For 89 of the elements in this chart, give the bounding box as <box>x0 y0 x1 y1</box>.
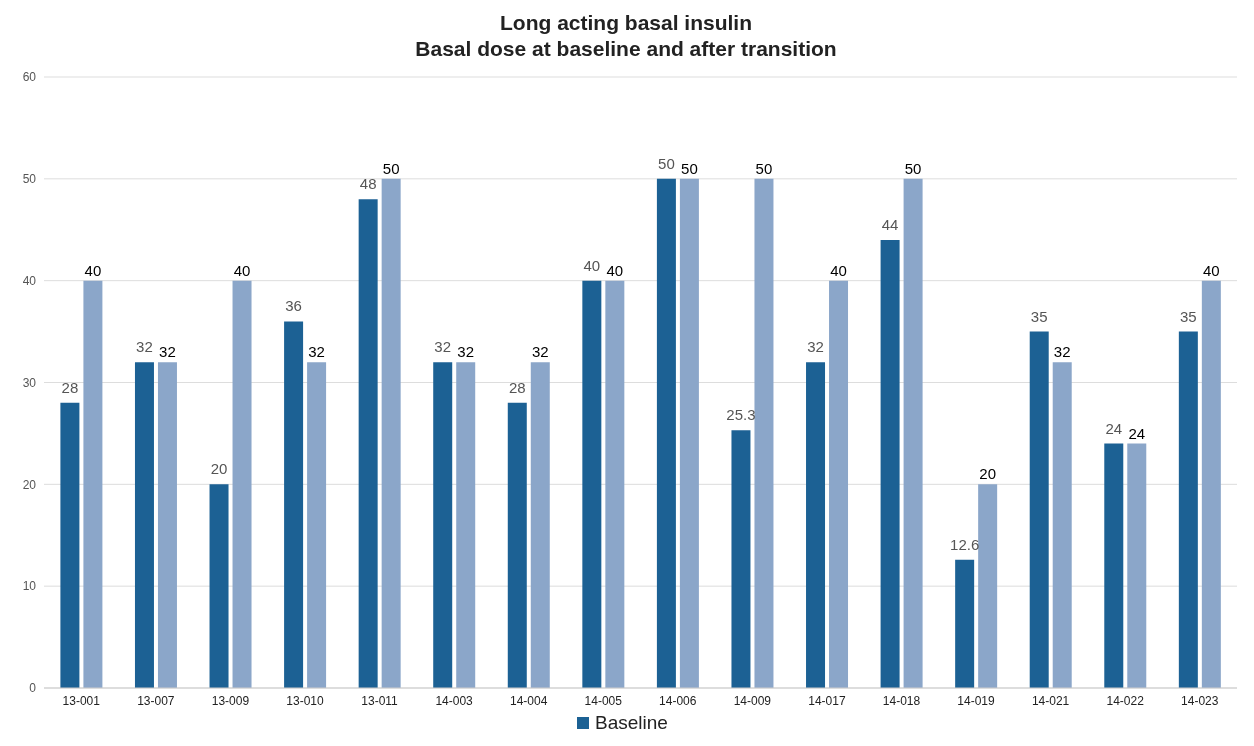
y-tick-label: 10 <box>22 579 37 594</box>
bar <box>978 484 998 688</box>
bar <box>1052 362 1072 688</box>
data-label: 50 <box>904 159 922 177</box>
x-tick-label: 14-006 <box>659 693 697 708</box>
bar <box>731 430 751 688</box>
x-tick-label: 13-001 <box>62 693 101 708</box>
x-tick-label: 14-023 <box>1181 693 1219 708</box>
data-label: 40 <box>1203 261 1220 279</box>
data-label: 25.3 <box>726 406 756 424</box>
bar <box>60 402 80 688</box>
chart-subtitle: Basal dose at baseline and after transition <box>414 36 838 62</box>
bar <box>433 362 453 688</box>
bar <box>1029 331 1049 688</box>
x-tick-label: 14-003 <box>435 693 474 708</box>
data-label: 50 <box>658 154 675 172</box>
bar <box>209 484 229 688</box>
bar <box>955 559 975 688</box>
y-tick-label: 50 <box>22 172 37 187</box>
chart-title: Long acting basal insulin <box>499 10 753 36</box>
bar <box>806 362 826 688</box>
y-tick-label: 60 <box>22 70 37 85</box>
x-tick-label: 14-004 <box>509 693 548 708</box>
bar <box>507 402 527 688</box>
bar <box>1201 280 1221 688</box>
data-label: 40 <box>606 261 624 279</box>
data-label: 50 <box>681 159 698 177</box>
bar <box>880 239 900 688</box>
data-label: 44 <box>881 215 899 233</box>
data-label: 40 <box>830 261 847 279</box>
bar <box>1104 443 1124 688</box>
data-label: 32 <box>807 338 824 356</box>
data-label: 40 <box>233 261 251 279</box>
bar <box>83 280 103 688</box>
data-label: 24 <box>1105 419 1123 437</box>
x-tick-label: 14-022 <box>1106 693 1145 708</box>
x-tick-label: 13-009 <box>211 693 250 708</box>
legend-label: Baseline <box>594 712 668 734</box>
data-label: 32 <box>136 338 153 356</box>
y-tick-label: 0 <box>29 681 37 696</box>
data-label: 32 <box>1053 343 1071 361</box>
data-label: 35 <box>1030 307 1048 325</box>
bar <box>456 362 476 688</box>
data-label: 24 <box>1128 424 1146 442</box>
data-label: 20 <box>979 465 996 483</box>
data-label: 50 <box>382 159 400 177</box>
y-tick-label: 20 <box>22 477 37 492</box>
bar <box>605 280 625 688</box>
data-label: 36 <box>285 297 302 315</box>
bar <box>679 178 699 688</box>
x-tick-label: 14-019 <box>957 693 996 708</box>
data-label: 28 <box>61 378 79 396</box>
data-label: 40 <box>583 256 601 274</box>
data-label: 40 <box>84 261 102 279</box>
data-label: 32 <box>457 343 475 361</box>
bar <box>1178 331 1198 688</box>
bar <box>582 280 602 688</box>
y-tick-label: 30 <box>22 375 37 390</box>
data-label: 20 <box>210 460 228 478</box>
bar <box>1127 443 1147 688</box>
x-tick-label: 13-011 <box>361 693 399 708</box>
bar <box>754 178 774 688</box>
y-tick-label: 40 <box>22 273 37 288</box>
bar <box>656 178 676 688</box>
data-label: 32 <box>308 343 325 361</box>
data-label: 32 <box>159 343 176 361</box>
bar <box>232 280 252 688</box>
x-tick-label: 14-018 <box>882 693 921 708</box>
data-label: 50 <box>755 159 773 177</box>
x-tick-label: 14-005 <box>584 693 623 708</box>
x-tick-label: 14-021 <box>1031 693 1070 708</box>
bar <box>134 362 154 688</box>
x-tick-label: 14-017 <box>808 693 846 708</box>
x-tick-label: 13-007 <box>137 693 175 708</box>
bar <box>157 362 177 688</box>
bar <box>903 178 923 688</box>
bar <box>307 362 327 688</box>
x-tick-label: 13-010 <box>286 693 324 708</box>
data-label: 28 <box>508 378 526 396</box>
bar <box>358 199 378 688</box>
bar <box>284 321 304 688</box>
data-label: 35 <box>1180 307 1197 325</box>
data-label: 32 <box>434 338 452 356</box>
bar <box>829 280 849 688</box>
bar <box>381 178 401 688</box>
bar <box>530 362 550 688</box>
x-tick-label: 14-009 <box>733 693 772 708</box>
data-label: 32 <box>531 343 549 361</box>
data-label: 48 <box>359 175 377 193</box>
